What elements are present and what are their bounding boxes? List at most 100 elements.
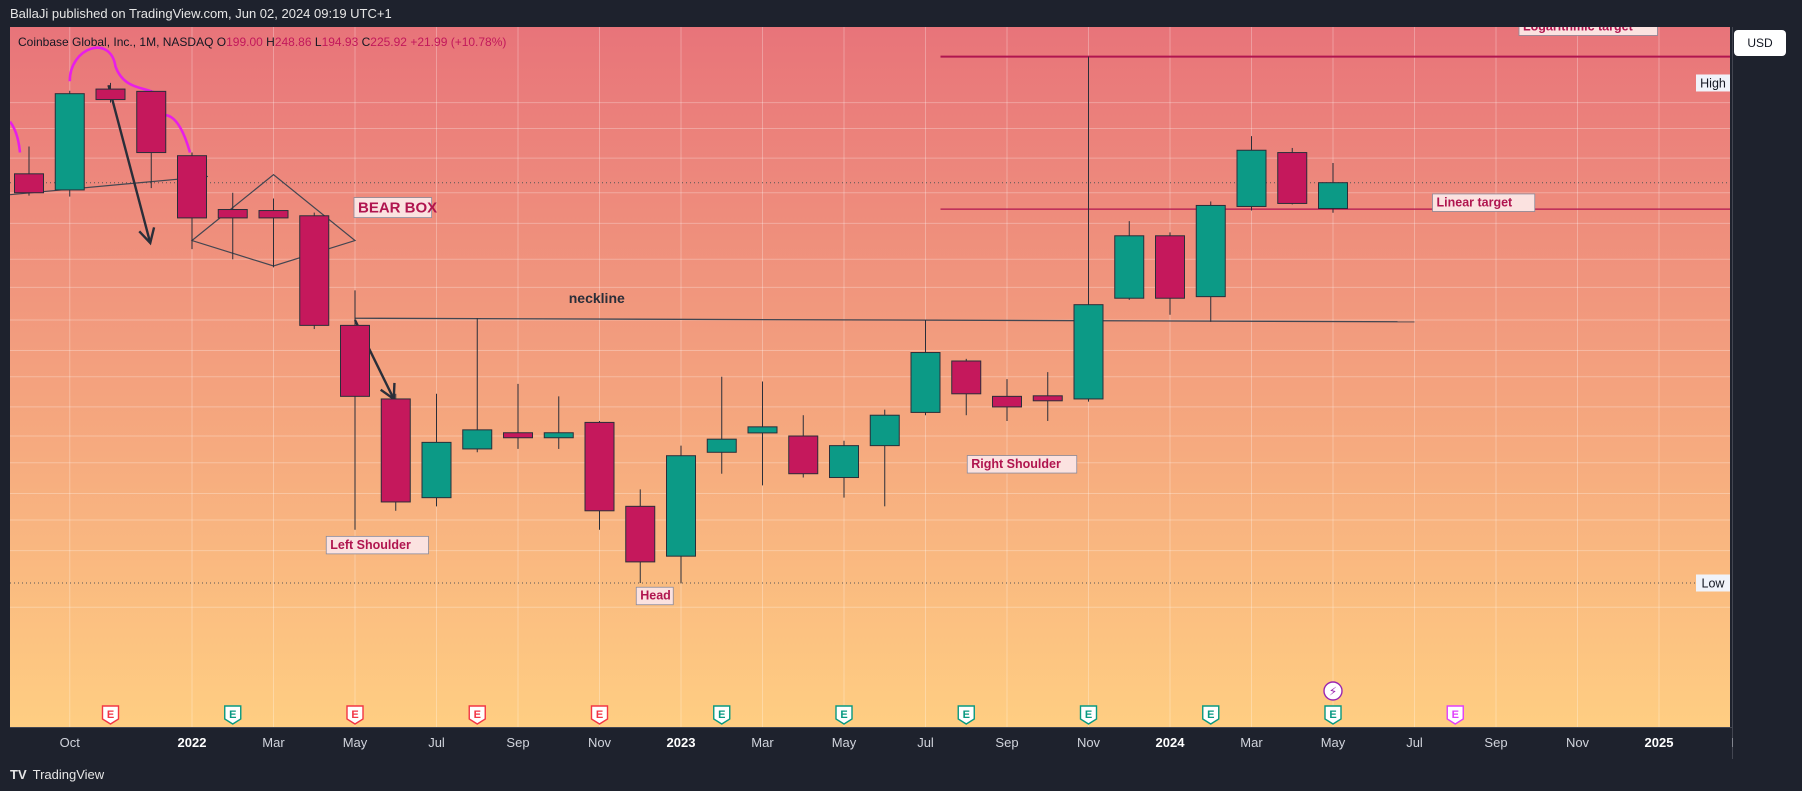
- price-chart[interactable]: E E E E E E E E E E E E ⚡ BEAR BOX neckline Left Shoul…: [10, 27, 1733, 759]
- price-badge: 31.55Low: [1696, 574, 1730, 592]
- open-label: O: [216, 35, 227, 49]
- candle-jul-2022: [421, 393, 452, 507]
- annotation-head: Head: [635, 586, 674, 606]
- candle-sep-2021: [14, 146, 44, 196]
- candle-may-2022: [340, 290, 370, 530]
- candle-jul-2023: [910, 320, 941, 416]
- earnings-badge: [1202, 705, 1220, 725]
- candle-sep-2023: [992, 379, 1022, 421]
- earnings-letter: E: [1207, 709, 1214, 721]
- candle-apr-2022: [299, 212, 330, 330]
- annotation-text: neckline: [569, 290, 625, 306]
- candle-sep-2022: [503, 383, 533, 449]
- candle-body: [1236, 149, 1267, 207]
- candle-oct-2021: [54, 90, 85, 197]
- price-badge-label: Low: [1702, 577, 1726, 591]
- earnings-letter: E: [474, 709, 481, 721]
- earnings-badge: [224, 705, 242, 725]
- annotation-text: Right Shoulder: [971, 457, 1061, 471]
- candle-body: [1114, 235, 1145, 299]
- time-tick-label: May: [1321, 735, 1346, 750]
- candle-body: [543, 432, 574, 439]
- candle-body: [14, 173, 44, 194]
- time-tick-label: Jul: [1406, 735, 1423, 750]
- candle-body: [421, 441, 452, 499]
- earnings-badge: [101, 705, 120, 725]
- price-badge: 368.90High: [1696, 74, 1730, 92]
- candle-body: [666, 455, 696, 557]
- candle-nov-2021: [95, 82, 126, 103]
- annotation-box: [353, 197, 432, 218]
- change-value: +21.99 (+10.78%): [410, 35, 507, 49]
- candle-body: [1195, 204, 1226, 298]
- earnings-letter: E: [229, 709, 236, 721]
- annotation-box: [1518, 27, 1658, 36]
- time-tick-label: Nov: [1566, 735, 1590, 750]
- candle-mar-2023: [747, 381, 778, 486]
- candle-oct-2022: [543, 396, 574, 449]
- price-badge-label-bg: [1696, 74, 1730, 92]
- candle-body: [1155, 235, 1185, 299]
- close-label: C: [361, 35, 371, 49]
- annotation-box: [325, 535, 429, 555]
- candle-body: [910, 352, 941, 413]
- arrow-head: [138, 227, 156, 246]
- candle-body: [1318, 182, 1348, 209]
- time-tick-label: Sep: [995, 735, 1018, 750]
- candle-body: [136, 90, 167, 154]
- brand-name[interactable]: TradingView: [32, 767, 105, 782]
- earnings-letter: E: [596, 709, 603, 721]
- annotation-box: [635, 586, 674, 606]
- annotation-text: Left Shoulder: [330, 538, 411, 552]
- time-tick-label: May: [343, 735, 368, 750]
- candle-body: [951, 360, 982, 395]
- earnings-letter: E: [718, 709, 725, 721]
- candle-body: [788, 435, 819, 475]
- symbol-legend: Coinbase Global, Inc., 1M, NASDAQ O199.0…: [18, 35, 506, 49]
- candle-body: [95, 88, 126, 101]
- annotation-bear-box: BEAR BOX: [353, 197, 437, 218]
- brush-curve: [10, 120, 22, 153]
- time-tick-label: Sep: [506, 735, 529, 750]
- candle-body: [54, 93, 85, 191]
- candle-body: [829, 445, 859, 479]
- earnings-letter: E: [963, 709, 970, 721]
- earnings-badge: [1324, 705, 1342, 725]
- earnings-letter: E: [1085, 709, 1092, 721]
- annotation-box: [1432, 193, 1536, 212]
- candle-dec-2022: [625, 489, 656, 583]
- split-marker: [1323, 681, 1343, 701]
- price-axis-border: [1732, 27, 1733, 759]
- annotation-linear-target: Linear target: [1432, 193, 1536, 212]
- earnings-marker: E: [835, 705, 853, 725]
- open-value: 199.00: [226, 35, 263, 49]
- low-value: 194.93: [321, 35, 359, 49]
- earnings-marker: E: [957, 705, 975, 725]
- candle-body: [706, 438, 737, 453]
- high-label: H: [266, 35, 275, 49]
- candle-body: [340, 324, 370, 397]
- earnings-badge: [346, 705, 364, 725]
- annotation-text: BEAR BOX: [358, 200, 437, 217]
- tradingview-logo-icon[interactable]: TV: [10, 767, 27, 782]
- earnings-badge: [713, 705, 731, 725]
- low-label: L: [314, 35, 322, 49]
- earnings-letter: E: [1329, 709, 1336, 721]
- earnings-marker: E: [590, 705, 609, 725]
- candle-body: [1032, 395, 1063, 402]
- high-value: 248.86: [274, 35, 312, 49]
- close-value: 225.92: [370, 35, 407, 49]
- candle-feb-2022: [217, 192, 248, 260]
- candle-nov-2022: [584, 420, 615, 530]
- lightning-icon: ⚡: [1329, 685, 1337, 699]
- annotation-right-shoulder: Right Shoulder: [966, 455, 1078, 474]
- candle-dec-2021: [136, 90, 167, 189]
- candle-may-2024: [1318, 163, 1348, 213]
- earnings-letter: E: [840, 709, 847, 721]
- currency-button[interactable]: USD: [1734, 30, 1786, 56]
- candle-body: [380, 398, 411, 503]
- time-tick-label: Nov: [1077, 735, 1101, 750]
- earnings-letter: E: [1452, 709, 1459, 721]
- earnings-marker: E: [224, 705, 242, 725]
- chart-area[interactable]: E E E E E E E E E E E E ⚡ BEAR BOX neckline Left Shoul…: [10, 27, 1733, 759]
